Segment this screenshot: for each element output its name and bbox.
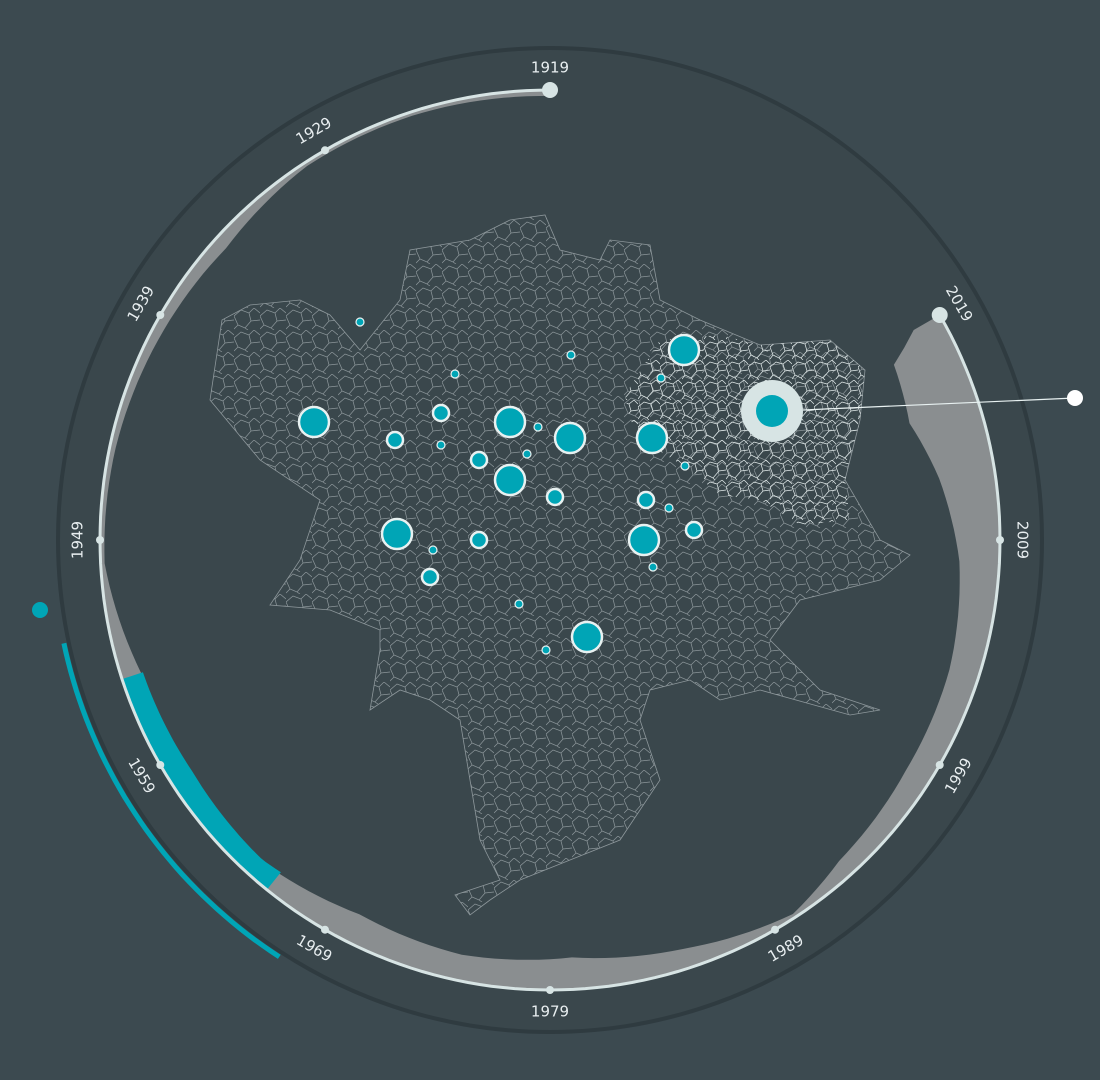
city-bubbles xyxy=(297,317,704,655)
city-bubble-c4[interactable] xyxy=(635,421,669,455)
city-bubble-c21[interactable] xyxy=(656,373,666,383)
city-bubble-c18[interactable] xyxy=(355,317,365,327)
year-tick-1969 xyxy=(321,925,329,934)
city-bubble-c17[interactable] xyxy=(420,567,440,587)
city-bubble-c3[interactable] xyxy=(553,421,587,455)
city-bubble-c22[interactable] xyxy=(533,422,543,432)
range-brush-handle[interactable] xyxy=(32,602,48,618)
city-bubble-c2[interactable] xyxy=(493,405,527,439)
timeline-end-handle[interactable] xyxy=(931,307,948,323)
city-bubble-c1[interactable] xyxy=(297,405,331,439)
year-tick-1979 xyxy=(546,986,554,994)
year-tick-1939 xyxy=(156,311,165,319)
year-tick-1949 xyxy=(96,536,104,544)
city-bubble-c29[interactable] xyxy=(514,599,524,609)
city-bubble-c11[interactable] xyxy=(385,430,405,450)
city-bubble-c16[interactable] xyxy=(469,530,489,550)
city-bubble-c23[interactable] xyxy=(436,440,446,450)
city-bubble-c13[interactable] xyxy=(545,487,565,507)
city-bubble-c8[interactable] xyxy=(627,523,661,557)
year-label-1979: 1979 xyxy=(531,1003,569,1021)
city-bubble-c14[interactable] xyxy=(636,490,656,510)
city-bubble-c5[interactable] xyxy=(667,333,701,367)
range-brush[interactable] xyxy=(61,642,281,959)
leader-endpoint[interactable] xyxy=(1067,390,1083,406)
city-bubble-c26[interactable] xyxy=(664,503,674,513)
city-bubble-c20[interactable] xyxy=(566,350,576,360)
city-bubble-c12[interactable] xyxy=(469,450,489,470)
city-bubble-c25[interactable] xyxy=(680,461,690,471)
city-bubble-c24[interactable] xyxy=(522,449,532,459)
city-bubble-c6[interactable] xyxy=(493,463,527,497)
year-tick-1929 xyxy=(321,146,329,155)
year-tick-1989 xyxy=(771,925,779,934)
year-tick-2009 xyxy=(996,536,1004,544)
timeline-start-handle[interactable] xyxy=(542,82,558,98)
timeline-selected-range[interactable] xyxy=(122,672,281,890)
year-label-1919: 1919 xyxy=(531,59,569,77)
city-bubble-c28[interactable] xyxy=(648,562,658,572)
year-tick-1959 xyxy=(156,761,165,769)
leader-line xyxy=(802,397,1076,411)
city-bubble-c30[interactable] xyxy=(541,645,551,655)
city-bubble-c10[interactable] xyxy=(431,403,451,423)
year-tick-1999 xyxy=(935,761,944,769)
city-bubble-c19[interactable] xyxy=(450,369,460,379)
selected-city-core[interactable] xyxy=(756,395,788,427)
city-bubble-c15[interactable] xyxy=(684,520,704,540)
selected-city[interactable] xyxy=(741,380,1083,442)
year-label-2009: 2009 xyxy=(1014,521,1032,559)
year-label-1949: 1949 xyxy=(69,521,87,559)
city-bubble-c7[interactable] xyxy=(380,517,414,551)
city-bubble-c9[interactable] xyxy=(570,620,604,654)
city-bubble-c27[interactable] xyxy=(428,545,438,555)
